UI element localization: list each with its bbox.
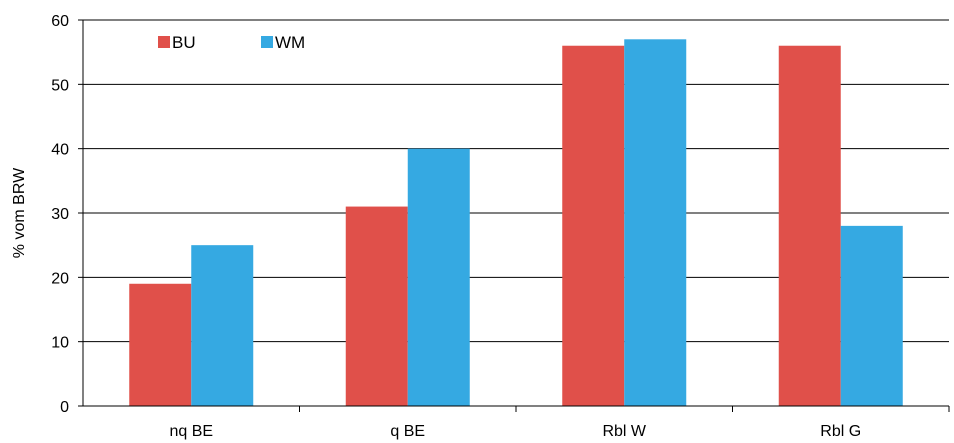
bar-wm-nq-be — [191, 245, 254, 406]
x-tick-label: Rbl G — [820, 423, 861, 440]
y-axis-title: % vom BRW — [11, 167, 28, 258]
legend-swatch-wm — [261, 36, 273, 48]
bars — [129, 39, 903, 407]
y-tick-label: 40 — [51, 142, 69, 159]
x-tick-label: q BE — [390, 423, 425, 440]
bar-wm-rbl-w — [624, 39, 687, 407]
axes — [78, 19, 950, 412]
x-tick-label: nq BE — [169, 423, 213, 440]
legend: BU WM — [158, 33, 305, 52]
bar-wm-rbl-g — [840, 225, 903, 406]
y-tick-label: 0 — [60, 399, 69, 416]
x-tick-label: Rbl W — [602, 423, 646, 440]
y-tick-label: 30 — [51, 206, 69, 223]
y-tick-labels: 0 10 20 30 40 50 60 — [51, 13, 69, 416]
y-tick-label: 50 — [51, 77, 69, 94]
y-tick-label: 20 — [51, 270, 69, 287]
y-tick-label: 10 — [51, 335, 69, 352]
bar-bu-q-be — [345, 206, 408, 406]
bar-bu-nq-be — [129, 283, 192, 406]
legend-swatch-bu — [158, 36, 170, 48]
legend-label-bu: BU — [172, 33, 196, 52]
bar-bu-rbl-g — [778, 45, 841, 406]
bar-bu-rbl-w — [562, 45, 625, 406]
y-tick-label: 60 — [51, 13, 69, 30]
legend-label-wm: WM — [275, 33, 305, 52]
x-tick-labels: nq BE q BE Rbl W Rbl G — [169, 423, 861, 440]
bar-wm-q-be — [407, 148, 470, 406]
